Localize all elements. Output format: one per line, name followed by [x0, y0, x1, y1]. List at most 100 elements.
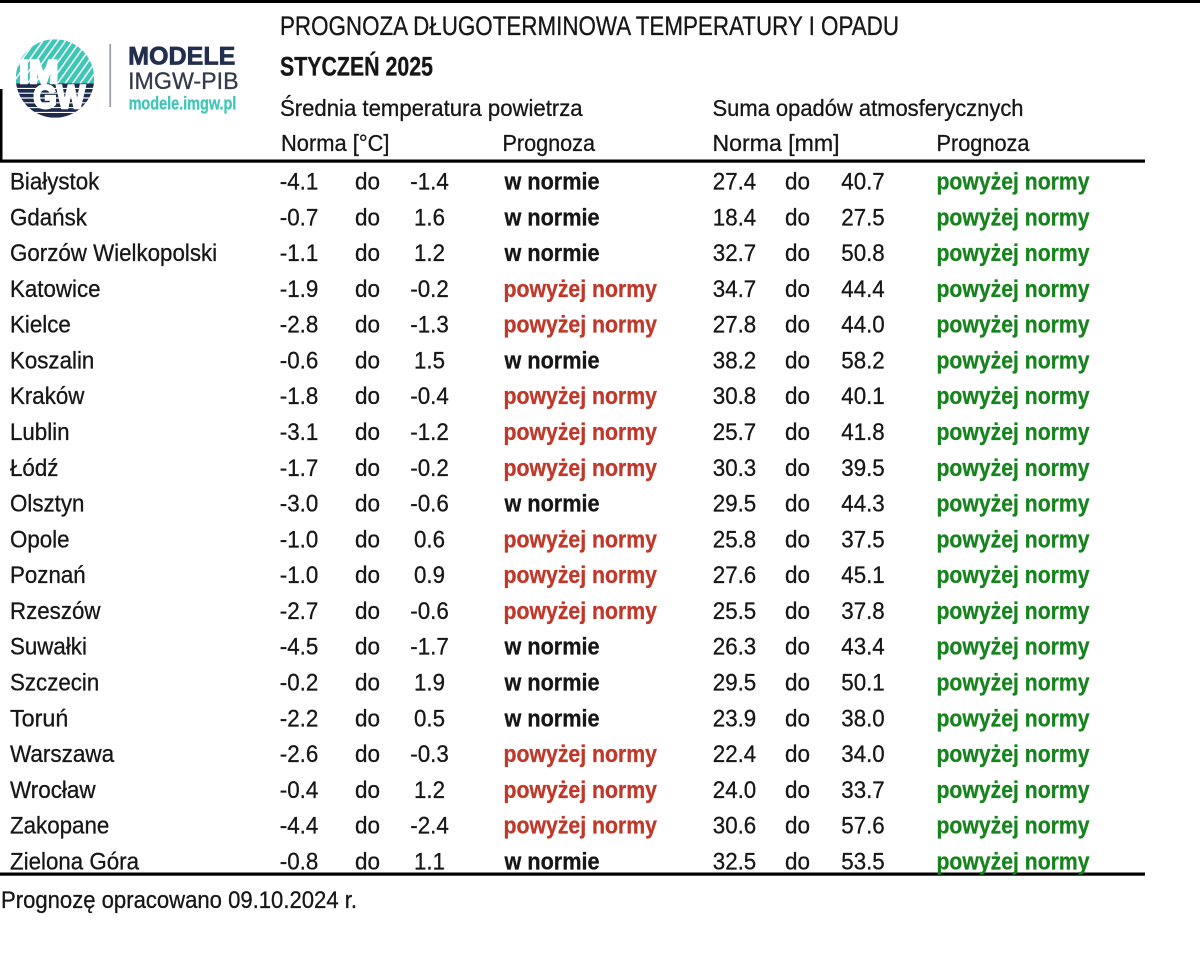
svg-text:powyżej normy: powyżej normy: [937, 312, 1091, 339]
svg-text:w normie: w normie: [504, 347, 600, 374]
svg-text:44.3: 44.3: [841, 491, 884, 518]
svg-text:27.6: 27.6: [713, 562, 756, 589]
svg-text:27.5: 27.5: [841, 204, 884, 231]
svg-text:26.3: 26.3: [713, 634, 756, 661]
svg-text:powyżej normy: powyżej normy: [937, 813, 1091, 840]
svg-text:powyżej normy: powyżej normy: [937, 598, 1091, 625]
svg-text:Prognoza: Prognoza: [503, 130, 596, 156]
svg-text:Koszalin: Koszalin: [10, 347, 94, 374]
svg-text:-4.1: -4.1: [280, 169, 319, 196]
svg-text:-2.8: -2.8: [280, 312, 319, 339]
svg-text:22.4: 22.4: [713, 741, 756, 768]
svg-text:39.5: 39.5: [841, 455, 884, 482]
svg-text:29.5: 29.5: [713, 491, 756, 518]
svg-text:do: do: [355, 383, 380, 410]
svg-text:-0.2: -0.2: [410, 276, 449, 303]
svg-text:Warszawa: Warszawa: [10, 741, 115, 768]
svg-text:w normie: w normie: [504, 848, 600, 875]
svg-text:1.9: 1.9: [414, 670, 445, 697]
svg-text:w normie: w normie: [504, 670, 600, 697]
svg-text:IM: IM: [19, 54, 59, 90]
svg-text:30.3: 30.3: [713, 455, 756, 482]
svg-text:-0.2: -0.2: [280, 670, 319, 697]
svg-text:34.7: 34.7: [713, 276, 756, 303]
svg-text:40.7: 40.7: [841, 169, 884, 196]
svg-text:powyżej normy: powyżej normy: [937, 562, 1091, 589]
svg-text:Gdańsk: Gdańsk: [10, 204, 88, 231]
svg-text:34.0: 34.0: [841, 741, 884, 768]
svg-text:powyżej normy: powyżej normy: [504, 455, 658, 482]
svg-text:18.4: 18.4: [713, 204, 756, 231]
svg-text:powyżej normy: powyżej normy: [504, 419, 658, 446]
svg-text:w normie: w normie: [504, 705, 600, 732]
svg-text:41.8: 41.8: [841, 419, 884, 446]
svg-text:modele.imgw.pl: modele.imgw.pl: [129, 93, 237, 113]
svg-text:do: do: [785, 634, 810, 661]
svg-text:do: do: [355, 562, 380, 589]
svg-text:30.8: 30.8: [713, 383, 756, 410]
svg-text:Kraków: Kraków: [10, 383, 85, 410]
svg-text:do: do: [355, 347, 380, 374]
svg-text:Prognozę opracowano 09.10.2024: Prognozę opracowano 09.10.2024 r.: [1, 887, 357, 914]
svg-text:powyżej normy: powyżej normy: [937, 634, 1091, 661]
svg-text:Toruń: Toruń: [10, 705, 68, 732]
svg-text:44.0: 44.0: [841, 312, 884, 339]
svg-text:44.4: 44.4: [841, 276, 884, 303]
svg-text:powyżej normy: powyżej normy: [937, 276, 1091, 303]
svg-text:Wrocław: Wrocław: [10, 777, 96, 804]
svg-text:27.8: 27.8: [713, 312, 756, 339]
svg-text:0.6: 0.6: [414, 526, 445, 553]
svg-text:powyżej normy: powyżej normy: [937, 169, 1091, 196]
svg-text:25.5: 25.5: [713, 598, 756, 625]
svg-text:38.0: 38.0: [841, 705, 884, 732]
svg-text:powyżej normy: powyżej normy: [504, 813, 658, 840]
svg-text:37.5: 37.5: [841, 526, 884, 553]
svg-text:Suma opadów atmosferycznych: Suma opadów atmosferycznych: [713, 95, 1024, 121]
svg-text:-2.4: -2.4: [410, 813, 449, 840]
svg-text:powyżej normy: powyżej normy: [504, 276, 658, 303]
svg-text:37.8: 37.8: [841, 598, 884, 625]
svg-text:0.5: 0.5: [414, 705, 445, 732]
svg-text:-0.3: -0.3: [410, 741, 449, 768]
svg-text:powyżej normy: powyżej normy: [937, 705, 1091, 732]
svg-text:23.9: 23.9: [713, 705, 756, 732]
svg-text:do: do: [785, 526, 810, 553]
svg-text:do: do: [355, 312, 380, 339]
svg-text:powyżej normy: powyżej normy: [937, 741, 1091, 768]
svg-text:29.5: 29.5: [713, 670, 756, 697]
svg-text:58.2: 58.2: [841, 347, 884, 374]
svg-text:powyżej normy: powyżej normy: [937, 383, 1091, 410]
svg-text:-1.0: -1.0: [280, 526, 319, 553]
svg-text:-1.0: -1.0: [280, 562, 319, 589]
svg-text:powyżej normy: powyżej normy: [504, 598, 658, 625]
svg-text:-0.6: -0.6: [410, 491, 449, 518]
svg-text:Opole: Opole: [10, 526, 70, 553]
svg-text:do: do: [785, 204, 810, 231]
svg-text:Zielona Góra: Zielona Góra: [10, 848, 140, 875]
svg-text:27.4: 27.4: [713, 169, 756, 196]
svg-text:38.2: 38.2: [713, 347, 756, 374]
svg-text:powyżej normy: powyżej normy: [504, 741, 658, 768]
svg-text:powyżej normy: powyżej normy: [937, 848, 1091, 875]
svg-text:40.1: 40.1: [841, 383, 884, 410]
svg-text:-0.4: -0.4: [280, 777, 319, 804]
svg-text:32.7: 32.7: [713, 240, 756, 267]
svg-text:do: do: [785, 169, 810, 196]
svg-text:Prognoza: Prognoza: [937, 130, 1030, 156]
svg-text:do: do: [785, 813, 810, 840]
svg-text:Gorzów Wielkopolski: Gorzów Wielkopolski: [10, 240, 217, 267]
svg-text:w normie: w normie: [504, 204, 600, 231]
svg-text:24.0: 24.0: [713, 777, 756, 804]
svg-text:50.8: 50.8: [841, 240, 884, 267]
svg-text:do: do: [355, 204, 380, 231]
svg-text:powyżej normy: powyżej normy: [937, 777, 1091, 804]
svg-text:-2.6: -2.6: [280, 741, 319, 768]
svg-text:25.7: 25.7: [713, 419, 756, 446]
svg-text:-0.6: -0.6: [410, 598, 449, 625]
svg-text:do: do: [785, 670, 810, 697]
svg-text:do: do: [355, 240, 380, 267]
svg-text:powyżej normy: powyżej normy: [937, 347, 1091, 374]
svg-text:Łódź: Łódź: [10, 455, 58, 482]
svg-text:Lublin: Lublin: [10, 419, 70, 446]
svg-text:-1.8: -1.8: [280, 383, 319, 410]
